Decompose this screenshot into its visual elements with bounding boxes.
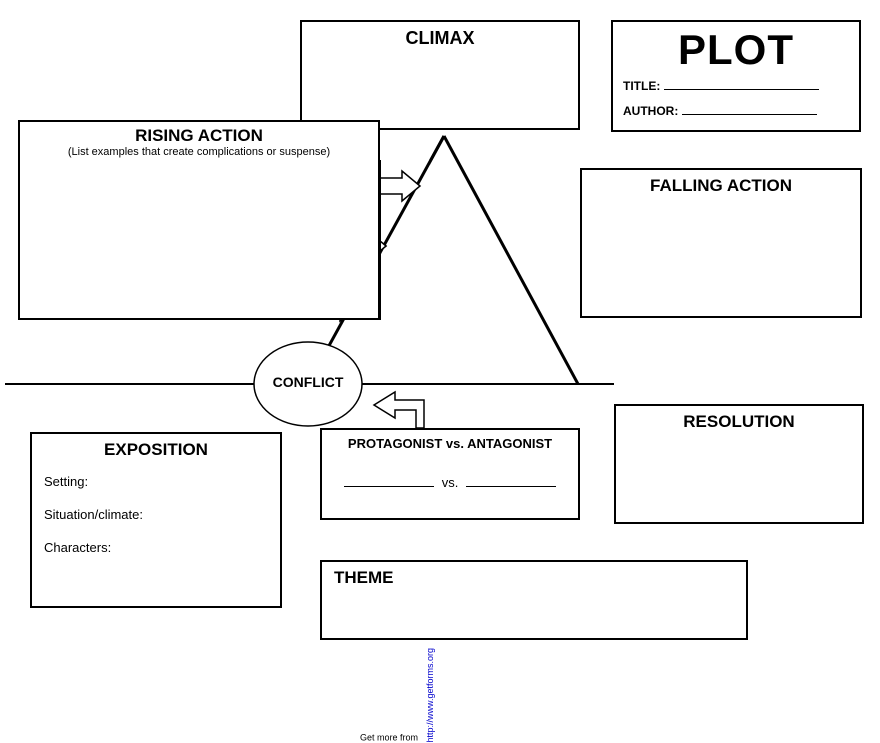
exposition-situation: Situation/climate:	[44, 507, 268, 522]
rising-action-box: RISING ACTION (List examples that create…	[18, 120, 380, 320]
exposition-label: EXPOSITION	[44, 440, 268, 460]
theme-label: THEME	[334, 568, 734, 588]
conflict-label: CONFLICT	[266, 374, 350, 390]
resolution-box: RESOLUTION	[614, 404, 864, 524]
exposition-box: EXPOSITION Setting: Situation/climate: C…	[30, 432, 282, 608]
rising-action-subtitle: (List examples that create complications…	[20, 146, 378, 158]
climax-box: CLIMAX	[300, 20, 580, 130]
exposition-setting: Setting:	[44, 474, 268, 489]
protagonist-box: PROTAGONIST vs. ANTAGONIST vs.	[320, 428, 580, 520]
footer-link[interactable]: http://www.getforms.org	[425, 648, 435, 743]
resolution-label: RESOLUTION	[616, 412, 862, 432]
footer: Get more from http://www.getforms.org	[360, 648, 435, 743]
author-field: AUTHOR:	[623, 103, 849, 118]
exposition-characters: Characters:	[44, 540, 268, 555]
falling-action-label: FALLING ACTION	[582, 176, 860, 196]
plot-info-box: PLOT TITLE: AUTHOR:	[611, 20, 861, 132]
vs-line: vs.	[332, 475, 568, 490]
theme-box: THEME	[320, 560, 748, 640]
climax-label: CLIMAX	[302, 28, 578, 49]
falling-action-box: FALLING ACTION	[580, 168, 862, 318]
footer-text: Get more from	[360, 733, 418, 743]
plot-title: PLOT	[623, 26, 849, 74]
title-field: TITLE:	[623, 78, 849, 93]
protagonist-label: PROTAGONIST vs. ANTAGONIST	[332, 436, 568, 451]
rising-action-label: RISING ACTION	[20, 126, 378, 146]
